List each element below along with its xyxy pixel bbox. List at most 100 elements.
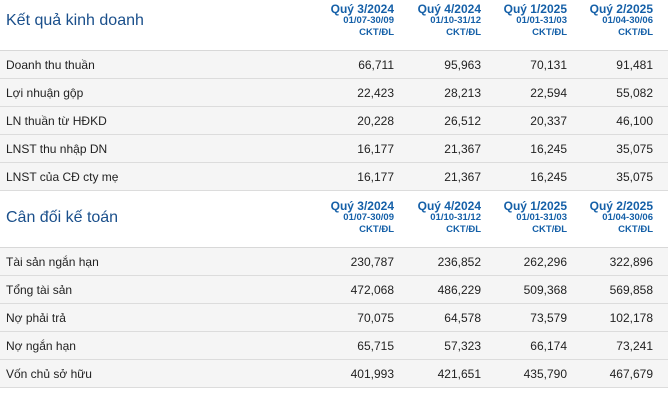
income-col-4: Quý 2/2025 01/04-30/06 CKT/ĐL [567,0,653,39]
balance-col-unit: CKT/ĐL [359,224,394,235]
balance-table: Tài sản ngắn hạn 230,787 236,852 262,296… [0,247,668,388]
balance-col-3: Quý 1/2025 01/01-31/03 CKT/ĐL [481,197,567,236]
row-value: 21,367 [444,169,481,184]
row-value: 569,858 [609,282,653,297]
table-row[interactable]: Doanh thu thuần 66,711 95,963 70,131 91,… [0,51,668,79]
row-label: LN thuần từ HĐKD [6,113,107,128]
balance-col-range: 01/10-31/12 [430,212,481,223]
row-value: 16,245 [530,141,567,156]
balance-col-1: Quý 3/2024 01/07-30/09 CKT/ĐL [312,197,394,236]
income-col-unit: CKT/ĐL [532,27,567,38]
row-value: 467,679 [609,366,653,381]
income-col-quarter[interactable]: Quý 2/2025 [589,2,653,16]
row-label: LNST thu nhập DN [6,141,108,156]
balance-header: Cân đối kế toán Quý 3/2024 01/07-30/09 C… [0,197,668,247]
balance-col-quarter[interactable]: Quý 2/2025 [589,199,653,213]
income-header: Kết quả kinh doanh Quý 3/2024 01/07-30/0… [0,0,668,50]
row-value: 16,245 [530,169,567,184]
row-label: Nợ ngắn hạn [6,338,76,353]
row-value: 73,241 [616,338,653,353]
row-value: 35,075 [616,169,653,184]
income-col-quarter[interactable]: Quý 3/2024 [330,2,394,16]
row-value: 435,790 [523,366,567,381]
balance-col-unit: CKT/ĐL [618,224,653,235]
income-col-range: 01/07-30/09 [343,15,394,26]
income-col-3: Quý 1/2025 01/01-31/03 CKT/ĐL [481,0,567,39]
row-value: 472,068 [350,282,394,297]
income-col-range: 01/01-31/03 [516,15,567,26]
table-row[interactable]: Tài sản ngắn hạn 230,787 236,852 262,296… [0,248,668,276]
row-label: Tổng tài sản [6,282,73,297]
balance-col-quarter[interactable]: Quý 3/2024 [330,199,394,213]
row-value: 70,131 [530,57,567,72]
row-value: 66,711 [358,57,394,72]
row-value: 26,512 [444,113,481,128]
balance-col-quarter[interactable]: Quý 4/2024 [417,199,481,213]
balance-col-range: 01/04-30/06 [602,212,653,223]
row-value: 20,228 [357,113,394,128]
income-col-quarter[interactable]: Quý 1/2025 [503,2,567,16]
row-value: 35,075 [616,141,653,156]
row-label: Nợ phải trả [6,310,66,325]
income-table: Doanh thu thuần 66,711 95,963 70,131 91,… [0,50,668,191]
table-row[interactable]: Vốn chủ sở hữu 401,993 421,651 435,790 4… [0,360,668,388]
table-row[interactable]: LNST của CĐ cty mẹ 16,177 21,367 16,245 … [0,163,668,191]
row-value: 66,174 [530,338,567,353]
balance-col-unit: CKT/ĐL [532,224,567,235]
income-col-range: 01/04-30/06 [602,15,653,26]
row-value: 91,481 [616,57,653,72]
balance-col-range: 01/07-30/09 [343,212,394,223]
row-label: LNST của CĐ cty mẹ [6,169,119,184]
balance-col-4: Quý 2/2025 01/04-30/06 CKT/ĐL [567,197,653,236]
row-value: 28,213 [444,85,481,100]
income-col-unit: CKT/ĐL [359,27,394,38]
balance-col-quarter[interactable]: Quý 1/2025 [503,199,567,213]
balance-title[interactable]: Cân đối kế toán [6,209,119,226]
balance-section: Cân đối kế toán Quý 3/2024 01/07-30/09 C… [0,197,668,388]
section-spacer [0,191,668,197]
table-row[interactable]: Nợ ngắn hạn 65,715 57,323 66,174 73,241 [0,332,668,360]
row-value: 55,082 [616,85,653,100]
row-value: 16,177 [357,169,394,184]
income-col-quarter[interactable]: Quý 4/2024 [417,2,481,16]
income-col-unit: CKT/ĐL [446,27,481,38]
row-label: Vốn chủ sở hữu [6,366,92,381]
row-value: 22,423 [357,85,394,100]
row-value: 236,852 [437,254,481,269]
row-value: 401,993 [350,366,394,381]
row-value: 70,075 [357,310,394,325]
income-col-2: Quý 4/2024 01/10-31/12 CKT/ĐL [394,0,481,39]
row-value: 73,579 [530,310,567,325]
income-title[interactable]: Kết quả kinh doanh [6,12,144,29]
row-value: 486,229 [437,282,481,297]
row-value: 22,594 [530,85,567,100]
row-value: 65,715 [357,338,394,353]
row-value: 421,651 [437,366,481,381]
row-value: 16,177 [357,141,394,156]
balance-col-range: 01/01-31/03 [516,212,567,223]
table-row[interactable]: Nợ phải trả 70,075 64,578 73,579 102,178 [0,304,668,332]
row-value: 262,296 [523,254,567,269]
row-value: 57,323 [444,338,481,353]
row-value: 20,337 [530,113,567,128]
table-row[interactable]: Lợi nhuận gộp 22,423 28,213 22,594 55,08… [0,79,668,107]
row-value: 230,787 [350,254,394,269]
row-value: 509,368 [523,282,567,297]
row-value: 322,896 [609,254,653,269]
row-value: 64,578 [444,310,481,325]
income-section: Kết quả kinh doanh Quý 3/2024 01/07-30/0… [0,0,668,191]
balance-col-unit: CKT/ĐL [446,224,481,235]
row-value: 46,100 [616,113,653,128]
row-label: Tài sản ngắn hạn [6,254,99,269]
income-col-unit: CKT/ĐL [618,27,653,38]
row-value: 102,178 [609,310,653,325]
table-row[interactable]: Tổng tài sản 472,068 486,229 509,368 569… [0,276,668,304]
balance-col-2: Quý 4/2024 01/10-31/12 CKT/ĐL [394,197,481,236]
row-value: 95,963 [444,57,481,72]
row-label: Doanh thu thuần [6,57,95,72]
table-row[interactable]: LN thuần từ HĐKD 20,228 26,512 20,337 46… [0,107,668,135]
row-label: Lợi nhuận gộp [6,85,84,100]
table-row[interactable]: LNST thu nhập DN 16,177 21,367 16,245 35… [0,135,668,163]
income-col-range: 01/10-31/12 [430,15,481,26]
income-col-1: Quý 3/2024 01/07-30/09 CKT/ĐL [312,0,394,39]
